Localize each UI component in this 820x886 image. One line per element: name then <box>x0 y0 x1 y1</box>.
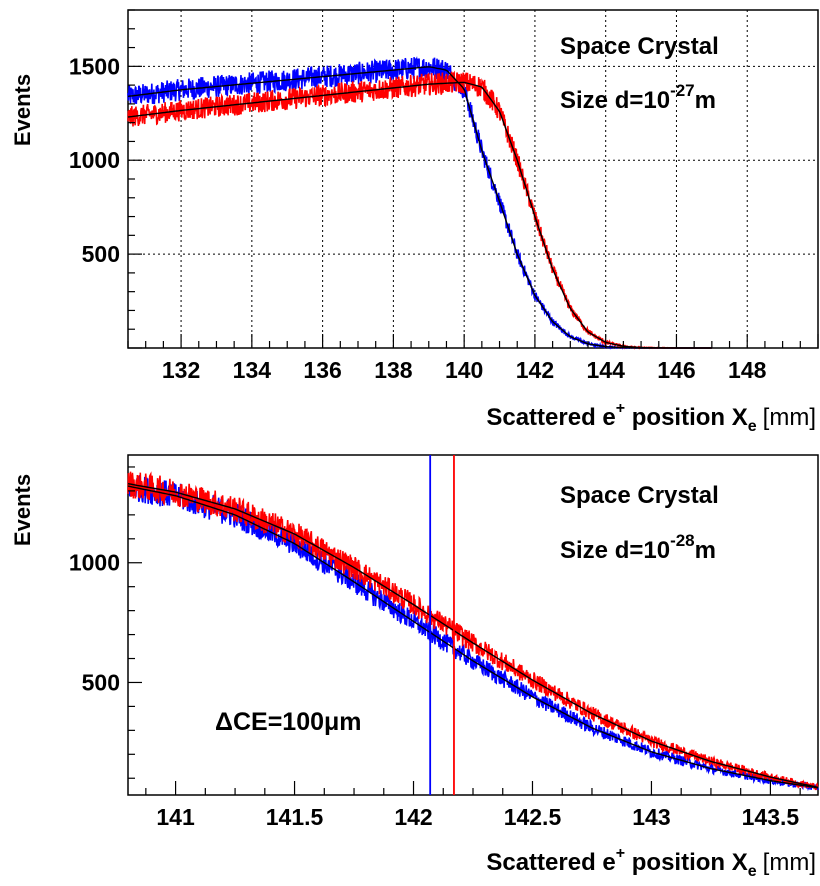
x-tick-label: 134 <box>233 357 272 383</box>
x-tick-label: 136 <box>303 357 341 383</box>
data-series-0 <box>127 475 819 792</box>
y-tick-label: 1000 <box>69 147 120 173</box>
top-x-axis-label: Scattered e+ position Xe [mm] <box>486 400 816 435</box>
y-tick-label: 1000 <box>69 550 120 576</box>
top-annotation-line2: Size d=10-27m <box>560 81 716 114</box>
x-tick-label: 141 <box>156 804 195 830</box>
x-tick-label: 148 <box>728 357 767 383</box>
y-tick-label: 500 <box>82 241 120 267</box>
top-ticks: 132 134 136 138 140 142 144 146 148 500 1000 1500 <box>69 9 819 383</box>
x-tick-label: 143 <box>632 804 670 830</box>
fit-curve-1 <box>127 483 819 788</box>
top-grid <box>128 10 818 348</box>
x-tick-label: 143.5 <box>742 804 800 830</box>
data-series-1 <box>127 471 819 791</box>
x-tick-label: 146 <box>657 357 695 383</box>
x-tick-label: 142 <box>516 357 554 383</box>
y-tick-label: 500 <box>82 669 120 695</box>
delta-ce-label: ΔCE=100μm <box>215 708 362 736</box>
top-annotation-line1: Space Crystal <box>560 33 719 60</box>
bottom-series <box>127 455 819 795</box>
x-tick-label: 138 <box>374 357 413 383</box>
fit-curve-1 <box>127 81 712 349</box>
top-panel: 132 134 136 138 140 142 144 146 148 500 1000 1500 E… <box>10 9 819 435</box>
top-plot-frame <box>127 9 819 349</box>
bottom-y-axis-label: Events <box>10 474 35 546</box>
x-tick-label: 140 <box>445 357 483 383</box>
bottom-annotation-line1: Space Crystal <box>560 482 719 509</box>
bottom-panel: 141 141.5 142 142.5 143 143.5 500 1000 Events S… <box>10 454 819 880</box>
bottom-annotation-line2: Size d=10-28m <box>560 531 716 564</box>
x-tick-label: 144 <box>587 357 626 383</box>
bottom-ticks: 141 141.5 142 142.5 143 143.5 500 1000 <box>69 466 801 830</box>
x-tick-label: 142.5 <box>504 804 562 830</box>
bottom-x-axis-label: Scattered e+ position Xe [mm] <box>486 845 816 880</box>
fit-curve-0 <box>127 485 819 789</box>
fit-curve-0 <box>127 66 712 349</box>
x-tick-label: 132 <box>162 357 200 383</box>
top-y-axis-label: Events <box>10 74 35 146</box>
x-tick-label: 142 <box>394 804 432 830</box>
x-tick-label: 141.5 <box>266 804 324 830</box>
y-tick-label: 1500 <box>69 53 120 79</box>
top-series <box>127 56 712 350</box>
